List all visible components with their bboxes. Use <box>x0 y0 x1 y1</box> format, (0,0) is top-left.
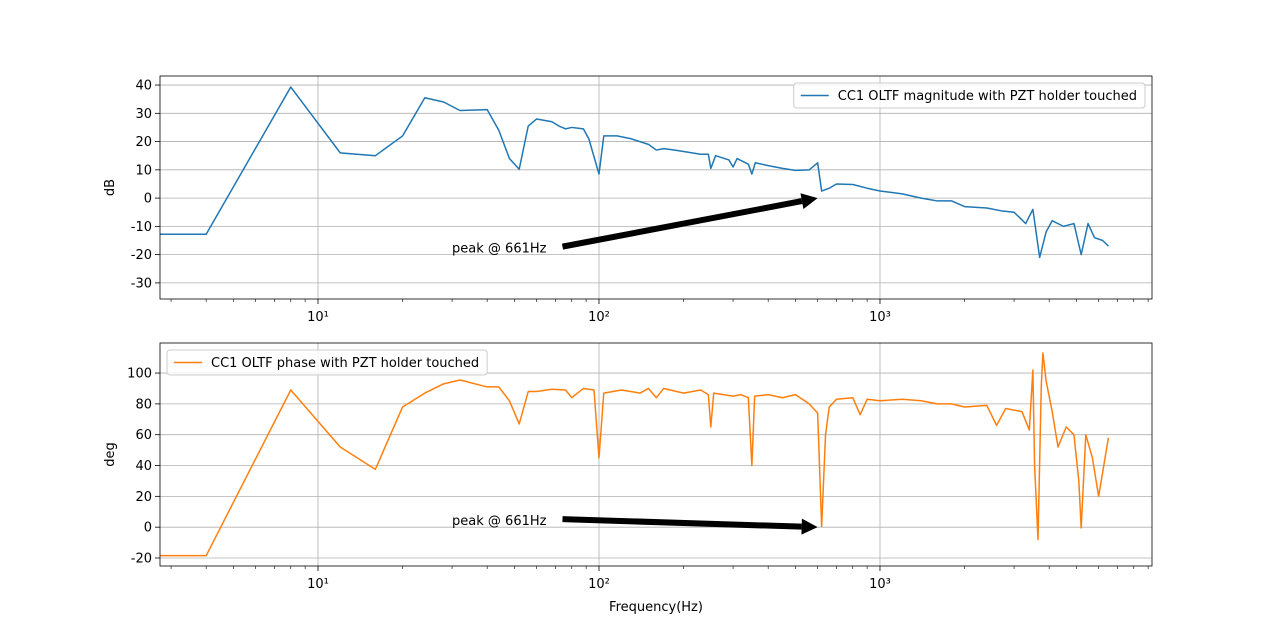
axes-frame <box>159 342 1153 567</box>
x-tick-label: 10¹ <box>307 577 329 592</box>
axes: -20 0 20 40 60 80 100 10¹ 10² 10³ peak @ 661Hz CC1 … <box>103 342 1153 615</box>
x-tick-label: 10³ <box>869 577 891 592</box>
legend-frame <box>793 82 1146 109</box>
y-tick-label: 100 <box>127 367 152 382</box>
x-tick-label: 10² <box>588 577 610 592</box>
y-tick-label: 20 <box>135 135 152 150</box>
y-tick-label: 30 <box>135 107 152 122</box>
x-tick-label: 10¹ <box>307 310 329 325</box>
legend-label: CC1 OLTF phase with PZT holder touched <box>211 356 479 371</box>
y-tick-label: -10 <box>131 220 152 235</box>
legend-frame <box>166 349 488 376</box>
y-tick-label: 0 <box>144 521 152 536</box>
annotation-arrow-shaft <box>561 198 803 250</box>
y-tick-label: -20 <box>131 248 152 263</box>
y-tick-label: 80 <box>135 397 152 412</box>
y-tick-label: 20 <box>135 490 152 505</box>
legend-label: CC1 OLTF magnitude with PZT holder touch… <box>838 89 1137 104</box>
y-tick-label: 10 <box>135 163 152 178</box>
annotation-arrow-shaft <box>562 516 802 530</box>
axes: -30 -20 -10 0 10 20 30 40 10¹ 10² 10³ peak @ 661Hz C… <box>103 75 1153 325</box>
y-tick-label: -30 <box>131 276 152 291</box>
legend: CC1 OLTF phase with PZT holder touched <box>166 349 488 376</box>
annotation-text: peak @ 661Hz <box>452 242 547 257</box>
y-axis-label: dB <box>103 179 118 196</box>
y-tick-label: -20 <box>131 551 152 566</box>
line-series <box>160 86 1109 259</box>
x-axis-label: Frequency(Hz) <box>609 600 703 615</box>
line-series <box>160 352 1110 557</box>
x-tick-label: 10³ <box>869 310 891 325</box>
axes-frame <box>159 75 1153 300</box>
y-tick-label: 40 <box>135 79 152 94</box>
annotation-arrow-head <box>801 518 818 535</box>
annotation-arrow-head <box>800 193 818 209</box>
y-tick-label: 60 <box>135 428 152 443</box>
legend: CC1 OLTF magnitude with PZT holder touch… <box>793 82 1146 109</box>
annotation-text: peak @ 661Hz <box>452 514 547 529</box>
y-tick-label: 0 <box>144 192 152 207</box>
x-tick-label: 10² <box>588 310 610 325</box>
y-tick-label: 40 <box>135 459 152 474</box>
y-axis-label: deg <box>103 442 118 467</box>
